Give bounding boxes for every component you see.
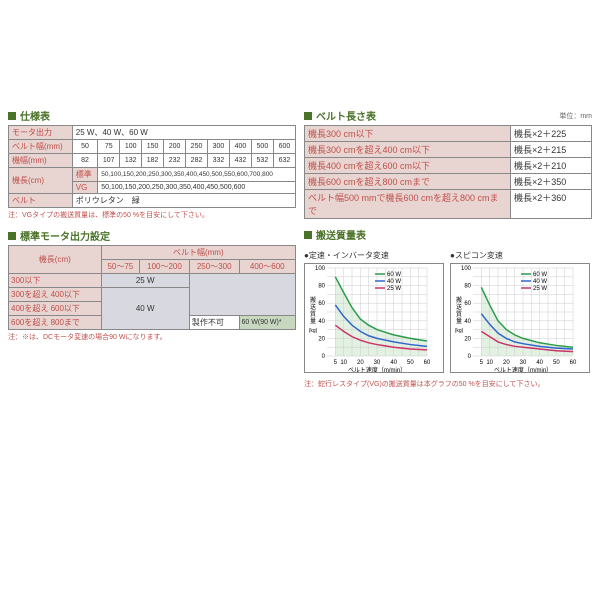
svg-text:60: 60 xyxy=(464,301,471,307)
svg-text:30: 30 xyxy=(374,360,381,366)
svg-text:40: 40 xyxy=(390,360,397,366)
spec-sublabel: VG xyxy=(72,182,97,194)
svg-text:0: 0 xyxy=(322,354,326,360)
svg-text:(kg): (kg) xyxy=(455,328,464,334)
spec-label: モータ出力 xyxy=(9,126,73,140)
svg-text:40: 40 xyxy=(536,360,543,366)
transport-header: 搬送質量表 xyxy=(304,227,592,242)
chart2: 0 20 40 60 80 100 510 20 30 40 50 60 60 W40 W25 W ベルト… xyxy=(450,263,590,373)
svg-text:5: 5 xyxy=(480,360,484,366)
spec-label: ベルト幅(mm) xyxy=(9,140,73,154)
motor-row: 400を超え 600以下 xyxy=(9,302,102,316)
svg-text:40: 40 xyxy=(464,319,471,325)
spec-header: 仕様表 xyxy=(8,108,296,123)
motor-table: 機長(cm)ベルト幅(mm) 50～75100～200250～300400～60… xyxy=(8,245,296,330)
spec-table: モータ出力25 W、40 W、60 W ベルト幅(mm)507510015020… xyxy=(8,125,296,208)
motor-row: 300以下 xyxy=(9,274,102,288)
chart1-title: ●定速・インバータ変速 xyxy=(304,250,446,261)
motor-header: 標準モータ出力設定 xyxy=(8,228,296,243)
row-header: 機長(cm) xyxy=(9,246,102,274)
motor-cell: 40 W xyxy=(101,288,189,330)
belt-title: ベルト長さ表 xyxy=(316,108,376,123)
svg-text:搬: 搬 xyxy=(456,296,462,304)
svg-text:(kg): (kg) xyxy=(309,328,318,334)
spec-note: 注：VGタイプの搬送質量は、標準の50 %を目安にして下さい。 xyxy=(8,210,296,220)
svg-text:30: 30 xyxy=(520,360,527,366)
transport-title: 搬送質量表 xyxy=(316,227,366,242)
svg-text:質: 質 xyxy=(456,310,462,318)
svg-text:25 W: 25 W xyxy=(387,286,401,292)
bullet-icon xyxy=(304,112,312,120)
svg-text:40 W: 40 W xyxy=(533,279,547,285)
spec-sublabel: 標準 xyxy=(72,168,97,182)
svg-text:25 W: 25 W xyxy=(533,286,547,292)
spec-label: 機長(cm) xyxy=(9,168,73,194)
spec-value: 50,100,150,200,250,300,350,400,450,500,6… xyxy=(98,182,296,194)
spec-value: 50,100,150,200,250,300,350,400,450,500,5… xyxy=(98,168,296,182)
motor-cell: 製作不可 xyxy=(189,316,239,330)
spec-value: ポリウレタン 緑 xyxy=(72,194,295,208)
bullet-icon xyxy=(8,232,16,240)
svg-text:ベルト速度（m/min）: ベルト速度（m/min） xyxy=(348,366,406,373)
svg-text:60 W: 60 W xyxy=(533,272,547,278)
spec-value: 25 W、40 W、60 W xyxy=(72,126,295,140)
svg-text:20: 20 xyxy=(357,360,364,366)
svg-text:5: 5 xyxy=(334,360,338,366)
bullet-icon xyxy=(304,231,312,239)
belt-table: 機長300 cm以下機長×2＋225機長300 cmを超え400 cm以下機長×… xyxy=(304,125,592,219)
svg-text:20: 20 xyxy=(464,336,471,342)
svg-text:50: 50 xyxy=(407,360,414,366)
svg-text:10: 10 xyxy=(340,360,347,366)
motor-title: 標準モータ出力設定 xyxy=(20,228,110,243)
svg-text:60: 60 xyxy=(424,360,431,366)
svg-text:60 W: 60 W xyxy=(387,272,401,278)
belt-header: ベルト長さ表 単位：mm xyxy=(304,108,592,123)
svg-text:送: 送 xyxy=(310,303,316,311)
units: 単位：mm xyxy=(559,111,592,121)
col-header: ベルト幅(mm) xyxy=(101,246,295,260)
svg-text:搬: 搬 xyxy=(310,296,316,304)
svg-text:0: 0 xyxy=(468,354,472,360)
motor-cell: 25 W xyxy=(101,274,189,288)
transport-note: 注：蛇行レスタイプ(VG)の搬送質量は本グラフの50 %を目安にして下さい。 xyxy=(304,379,592,389)
svg-text:量: 量 xyxy=(456,318,462,325)
chart2-title: ●スピコン変速 xyxy=(450,250,592,261)
svg-text:送: 送 xyxy=(456,303,462,311)
motor-row: 300を超え 400以下 xyxy=(9,288,102,302)
svg-text:60: 60 xyxy=(570,360,577,366)
bullet-icon xyxy=(8,112,16,120)
svg-text:50: 50 xyxy=(553,360,560,366)
svg-text:100: 100 xyxy=(461,266,472,272)
svg-text:100: 100 xyxy=(315,266,326,272)
svg-text:80: 80 xyxy=(318,284,325,290)
svg-text:ベルト速度（m/min）: ベルト速度（m/min） xyxy=(494,366,552,373)
svg-text:40 W: 40 W xyxy=(387,279,401,285)
svg-text:60: 60 xyxy=(318,301,325,307)
spec-label: 機幅(mm) xyxy=(9,154,73,168)
svg-text:80: 80 xyxy=(464,284,471,290)
svg-text:量: 量 xyxy=(310,318,316,325)
svg-text:20: 20 xyxy=(318,336,325,342)
motor-note: 注：※は、DCモータ変速の場合90 Wになります。 xyxy=(8,332,296,342)
spec-label: ベルト xyxy=(9,194,73,208)
svg-text:質: 質 xyxy=(310,310,316,318)
spec-title: 仕様表 xyxy=(20,108,50,123)
svg-text:10: 10 xyxy=(486,360,493,366)
chart1: 0 20 40 60 80 100 510 20 30 40 50 60 60 W40 W25 W ベルト… xyxy=(304,263,444,373)
svg-text:20: 20 xyxy=(503,360,510,366)
motor-row: 600を超え 800まで xyxy=(9,316,102,330)
motor-cell xyxy=(189,274,295,316)
svg-text:40: 40 xyxy=(318,319,325,325)
motor-cell: 60 W(90 W)* xyxy=(239,316,295,330)
